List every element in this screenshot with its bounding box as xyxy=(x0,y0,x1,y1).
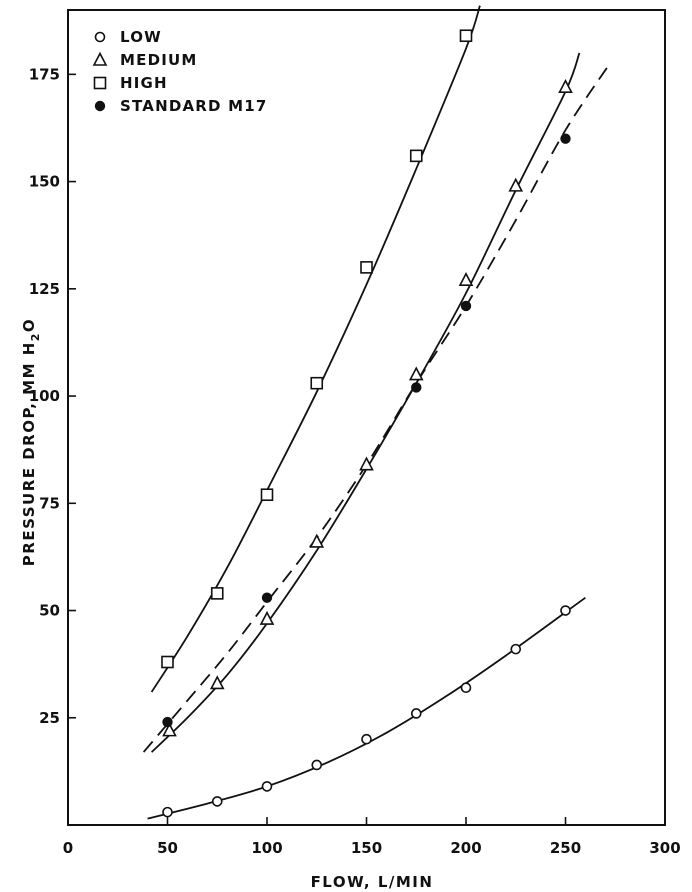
y-axis-title: PRESSURE DROP, MM H2O xyxy=(20,318,42,566)
point-low xyxy=(410,708,422,719)
point-low xyxy=(560,605,571,616)
y-tick-label: 50 xyxy=(39,602,60,620)
point-medium xyxy=(309,533,325,548)
y-axis-title-subscript: 2 xyxy=(29,332,42,341)
fit-curve-medium xyxy=(150,52,581,753)
y-tick-label: 150 xyxy=(29,173,60,191)
axes xyxy=(67,9,666,826)
ticks: 0 50 100 150 200 250 300 25 50 75 100 125 150 175 xyxy=(29,65,681,857)
point-low xyxy=(261,781,273,792)
x-tick-label: 200 xyxy=(450,839,481,857)
point-standard-m17 xyxy=(261,592,273,603)
legend-label-medium: MEDIUM xyxy=(120,51,198,69)
point-high xyxy=(161,655,174,669)
point-low xyxy=(311,759,323,771)
point-medium xyxy=(259,610,275,625)
point-medium xyxy=(408,366,424,381)
legend-marker-low xyxy=(94,31,106,43)
legend-marker-standard-m17 xyxy=(94,100,106,112)
fit-curve-low xyxy=(147,596,586,820)
fit-curves xyxy=(142,5,613,820)
point-high xyxy=(459,29,473,43)
point-high xyxy=(310,376,324,390)
point-standard-m17 xyxy=(162,716,173,728)
legend-label-standard-m17: STANDARD M17 xyxy=(120,97,268,115)
point-high xyxy=(360,261,373,274)
x-tick-label: 0 xyxy=(63,839,73,857)
x-tick-label: 100 xyxy=(251,839,282,857)
y-tick-label: 125 xyxy=(29,280,60,298)
point-medium xyxy=(458,272,474,287)
point-high xyxy=(210,587,224,600)
y-tick-label: 25 xyxy=(39,709,60,727)
y-tick-label: 75 xyxy=(39,494,60,512)
legend-label-high: HIGH xyxy=(120,74,168,92)
y-tick-label: 175 xyxy=(29,65,60,83)
y-tick-label: 100 xyxy=(29,387,60,405)
point-low xyxy=(211,796,223,807)
point-standard-m17 xyxy=(560,133,571,144)
x-tick-label: 150 xyxy=(351,839,382,857)
legend-marker-high xyxy=(93,76,107,90)
point-low xyxy=(460,682,472,694)
fit-curve-standard-m17 xyxy=(142,60,613,753)
point-low xyxy=(162,806,173,818)
legend-label-low: LOW xyxy=(120,28,162,46)
point-standard-m17 xyxy=(411,382,422,393)
y-axis-title-main: PRESSURE DROP, MM H xyxy=(20,341,38,566)
x-axis-title: FLOW, L/MIN xyxy=(311,873,434,891)
point-medium xyxy=(162,722,177,737)
x-tick-label: 300 xyxy=(649,839,680,857)
plot-frame xyxy=(67,9,666,826)
legend-marker-medium xyxy=(92,51,108,66)
point-high xyxy=(409,149,423,163)
y-axis-title-tail: O xyxy=(20,318,38,332)
x-tick-label: 50 xyxy=(157,839,178,857)
legend: LOW MEDIUM HIGH STANDARD M17 xyxy=(92,28,268,115)
point-medium xyxy=(359,456,374,471)
point-standard-m17 xyxy=(460,300,472,312)
x-tick-label: 250 xyxy=(550,839,581,857)
point-medium xyxy=(508,177,524,192)
point-low xyxy=(510,643,522,655)
point-low xyxy=(361,733,372,745)
point-medium xyxy=(209,675,225,690)
point-high xyxy=(260,488,274,502)
data-points xyxy=(161,29,573,818)
point-medium xyxy=(558,78,573,94)
